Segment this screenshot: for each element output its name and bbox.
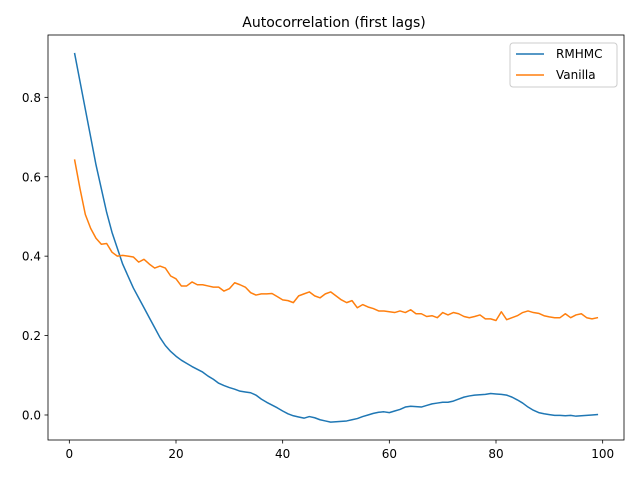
x-tick-label: 20	[168, 447, 183, 461]
x-tick-label: 100	[591, 447, 614, 461]
y-tick-label: 0.0	[22, 408, 41, 422]
x-tick-label: 60	[382, 447, 397, 461]
chart-title: Autocorrelation (first lags)	[242, 15, 425, 31]
x-tick-label: 0	[66, 447, 74, 461]
axes-frame	[47, 34, 625, 441]
y-tick-label: 0.2	[22, 329, 41, 343]
x-tick-label: 40	[275, 447, 290, 461]
x-tick-label: 80	[488, 447, 503, 461]
legend: RMHMC Vanilla	[509, 42, 618, 88]
y-tick-label: 0.4	[22, 250, 41, 264]
x-axis: 0 20 40 60 80 100	[66, 440, 614, 461]
series-line-vanilla	[73, 159, 599, 322]
y-tick-label: 0.8	[22, 91, 41, 105]
y-axis: 0.0 0.2 0.4 0.6 0.8	[22, 91, 48, 422]
series-layer	[73, 52, 599, 423]
legend-label-rmhmc: RMHMC	[556, 47, 602, 61]
series-line-rmhmc	[73, 52, 599, 423]
legend-label-vanilla: Vanilla	[556, 68, 596, 82]
y-tick-label: 0.6	[22, 170, 41, 184]
